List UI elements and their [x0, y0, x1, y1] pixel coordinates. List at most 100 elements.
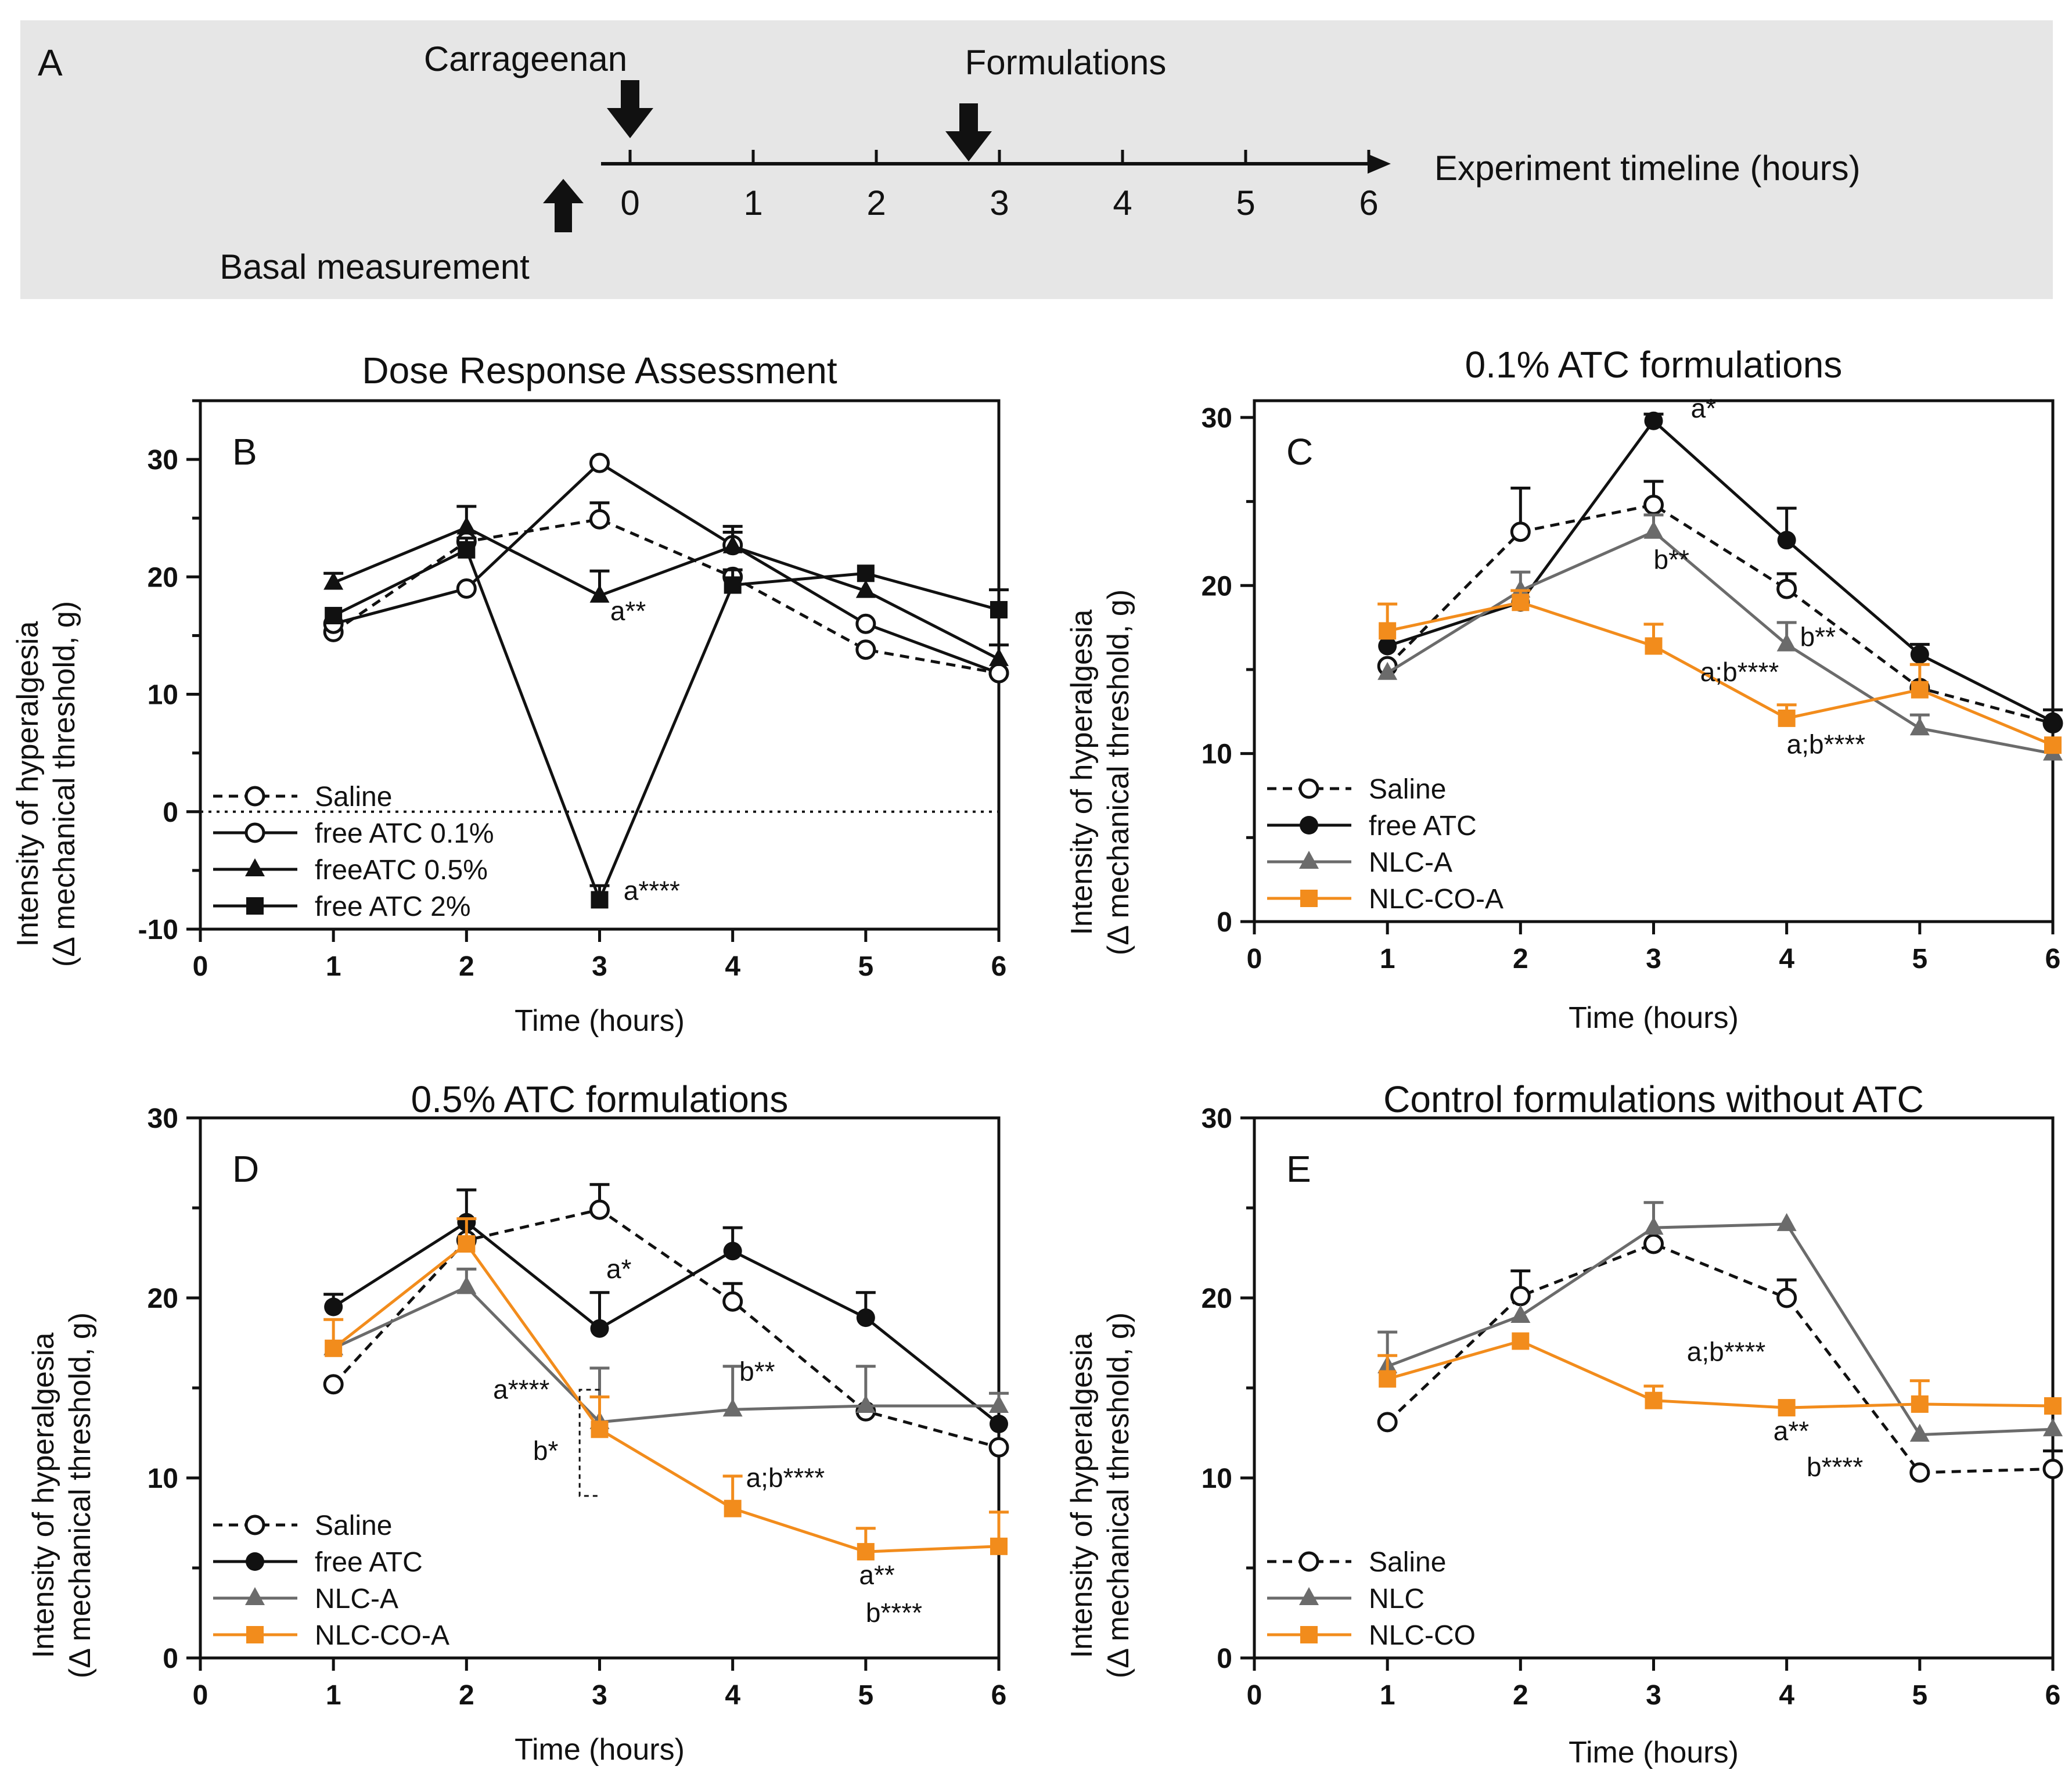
data-point — [1643, 494, 1664, 515]
data-point — [855, 580, 876, 598]
data-point — [856, 1308, 875, 1328]
data-point — [1379, 1370, 1397, 1388]
data-point — [1910, 645, 1929, 664]
series-line — [1386, 530, 2053, 756]
legend-marker — [244, 822, 265, 843]
data-point — [2044, 1397, 2062, 1415]
legend-item-label: free ATC 0.1% — [315, 818, 494, 849]
y-tick-label: 20 — [148, 562, 178, 593]
y-tick-label: 20 — [1202, 571, 1232, 602]
legend-marker — [1300, 816, 1318, 834]
legend-marker — [245, 1587, 265, 1605]
legend-item-label: Saline — [1369, 774, 1446, 805]
x-axis-title: Time (hours) — [515, 1004, 685, 1038]
data-point — [456, 516, 477, 535]
x-tick-label: 2 — [1513, 1680, 1528, 1711]
x-tick-label: 0 — [193, 951, 208, 982]
timeline-background — [20, 20, 2053, 299]
x-tick-label: 0 — [193, 1680, 208, 1711]
significance-annotation: a;b**** — [1687, 1337, 1766, 1367]
data-point — [1378, 636, 1397, 656]
data-point — [589, 584, 610, 603]
data-point — [1776, 1287, 1797, 1308]
y-axis-title-line1: Intensity of hyperalgesia — [1065, 1333, 1099, 1659]
data-point — [1777, 531, 1796, 550]
x-axis-title: Time (hours) — [1569, 1736, 1739, 1769]
legend-item-label: free ATC — [315, 1547, 423, 1578]
data-point — [1778, 1399, 1796, 1417]
x-tick-label: 4 — [725, 951, 740, 982]
basal-measurement-arrow-icon — [543, 179, 584, 232]
data-point — [988, 1437, 1009, 1458]
y-tick-label: 20 — [148, 1283, 178, 1314]
data-point — [456, 578, 477, 599]
panel-letter: C — [1286, 431, 1313, 473]
panel-letter: D — [232, 1148, 259, 1190]
x-axis-title: Time (hours) — [1569, 1001, 1739, 1035]
y-tick-label: 30 — [148, 445, 178, 476]
plot-frame — [199, 399, 1001, 931]
y-tick-label: 10 — [1202, 739, 1232, 770]
series-line — [333, 461, 999, 675]
x-tick-label: 6 — [991, 1680, 1007, 1711]
series-line — [1386, 503, 2053, 725]
legend-item-label: NLC-CO-A — [1369, 884, 1503, 915]
timeline-tick-label: 0 — [620, 184, 639, 222]
carrageenan-label: Carrageenan — [424, 39, 627, 78]
data-point — [325, 1339, 343, 1357]
series-line — [1387, 1222, 2053, 1437]
chart-title: Dose Response Assessment — [362, 350, 837, 391]
legend-marker — [1298, 1551, 1319, 1572]
x-tick-label: 4 — [725, 1680, 740, 1711]
legend-marker — [246, 1552, 264, 1571]
data-point — [722, 1291, 743, 1312]
data-point — [2042, 1459, 2063, 1479]
timeline-ticks: 0 1 2 3 4 5 6 — [620, 150, 1379, 222]
significance-annotation: b** — [1800, 621, 1836, 652]
timeline-axis-label: Experiment timeline (hours) — [1434, 149, 1861, 188]
data-point — [1909, 1423, 1930, 1442]
chart-title: Control formulations without ATC — [1383, 1078, 1924, 1120]
series-line — [332, 1220, 1000, 1425]
data-point — [591, 1420, 609, 1438]
carrageenan-arrow-icon — [607, 80, 653, 138]
data-point — [855, 613, 876, 634]
legend-marker — [1300, 1626, 1318, 1643]
x-tick-label: 5 — [1912, 1680, 1927, 1711]
y-axis-title-line1: Intensity of hyperalgesia — [11, 621, 45, 947]
x-tick-label: 6 — [2045, 1680, 2061, 1711]
legend-item-label: Saline — [1369, 1547, 1446, 1578]
series-line — [332, 1208, 999, 1449]
data-point — [723, 1242, 742, 1261]
data-point — [1909, 717, 1930, 736]
data-point — [989, 648, 1009, 666]
series-line — [1387, 1339, 2053, 1409]
data-point — [1909, 1462, 1930, 1483]
chart-panel-c: Intensity of hyperalgesia (Δ mechanical … — [1065, 344, 2063, 1035]
significance-annotation: a* — [1691, 393, 1717, 423]
significance-annotation: a**** — [493, 1375, 549, 1405]
chart-panel-b: Intensity of hyperalgesia (Δ mechanical … — [11, 350, 1009, 1038]
x-tick-label: 1 — [326, 951, 341, 982]
y-tick-label: 10 — [148, 1463, 178, 1494]
data-point — [1510, 1286, 1531, 1307]
x-tick-label: 1 — [1380, 944, 1395, 974]
data-point — [1512, 593, 1530, 611]
x-tick-label: 6 — [2045, 944, 2061, 974]
data-point — [990, 1415, 1008, 1433]
comparison-bracket — [578, 1388, 600, 1497]
series-line — [1386, 1242, 2053, 1474]
timeline-tick-label: 4 — [1113, 184, 1132, 222]
significance-annotation: a** — [610, 596, 646, 626]
timeline-axis-arrowhead — [1368, 154, 1391, 174]
data-point — [2044, 736, 2062, 754]
series-line — [332, 517, 999, 675]
significance-annotation: b**** — [1807, 1452, 1863, 1482]
data-point — [1643, 1233, 1664, 1254]
significance-annotation: b** — [739, 1357, 775, 1387]
series-line — [332, 1242, 999, 1553]
data-point — [722, 535, 743, 553]
series-line — [1387, 419, 2054, 723]
x-tick-label: 0 — [1247, 1680, 1262, 1711]
